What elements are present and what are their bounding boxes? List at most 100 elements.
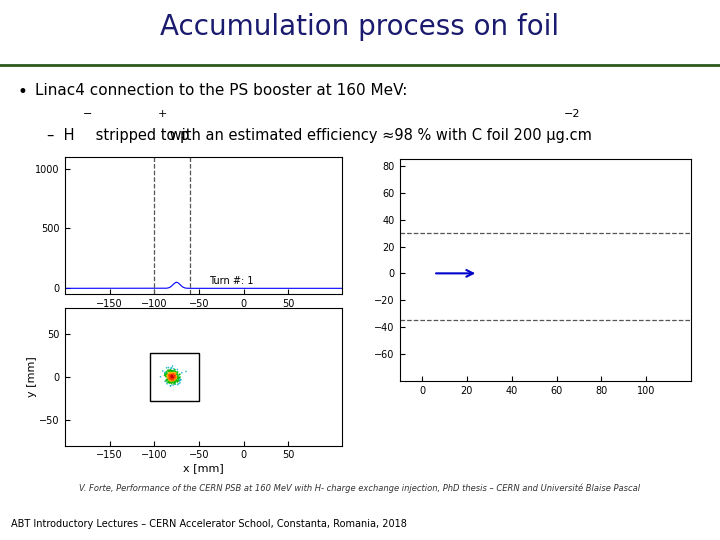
Point	[168, 375, 180, 383]
Point	[165, 371, 176, 380]
Point	[161, 375, 173, 384]
Point	[164, 375, 176, 383]
Point	[168, 375, 180, 384]
Point	[162, 376, 174, 384]
Text: V. Forte, Performance of the CERN PSB at 160 MeV with H- charge exchange injecti: V. Forte, Performance of the CERN PSB at…	[79, 484, 641, 494]
Point	[163, 374, 174, 383]
Point	[164, 369, 176, 377]
Point	[164, 376, 176, 384]
Point	[162, 366, 174, 375]
Point	[165, 368, 176, 376]
Point	[167, 369, 179, 378]
Point	[168, 371, 180, 380]
Point	[167, 373, 179, 382]
Point	[171, 370, 183, 379]
Point	[169, 367, 181, 376]
Point	[163, 372, 175, 381]
Point	[163, 370, 175, 379]
Point	[168, 367, 179, 375]
Point	[163, 372, 175, 381]
Point	[168, 371, 180, 380]
X-axis label: x [mm]: x [mm]	[183, 463, 224, 473]
Point	[168, 375, 179, 384]
Point	[171, 372, 182, 381]
Point	[166, 379, 177, 387]
Point	[168, 373, 180, 382]
Point	[168, 378, 180, 387]
Point	[168, 374, 180, 382]
Point	[164, 377, 176, 386]
Point	[168, 374, 179, 382]
Point	[168, 370, 180, 379]
Point	[168, 370, 179, 379]
Point	[168, 372, 180, 381]
Point	[165, 377, 176, 386]
Point	[165, 372, 176, 381]
Point	[175, 375, 186, 384]
Point	[167, 370, 179, 379]
Point	[167, 369, 179, 377]
Point	[174, 373, 186, 382]
Point	[168, 374, 180, 383]
Point	[167, 376, 179, 384]
Point	[166, 376, 178, 384]
Point	[166, 373, 178, 382]
Point	[164, 374, 176, 382]
Point	[167, 377, 179, 386]
Point	[163, 373, 175, 381]
Point	[174, 376, 186, 384]
Point	[158, 371, 170, 380]
Point	[171, 368, 183, 377]
Point	[170, 372, 181, 380]
Point	[162, 371, 174, 380]
Point	[168, 376, 179, 384]
Point	[162, 371, 174, 380]
Point	[161, 373, 172, 381]
Point	[160, 371, 171, 380]
Point	[163, 370, 174, 379]
Point	[170, 368, 181, 376]
Point	[164, 369, 176, 377]
Point	[171, 374, 182, 382]
Point	[163, 366, 174, 375]
Text: Accumulation process on foil: Accumulation process on foil	[161, 13, 559, 41]
Point	[170, 374, 181, 383]
Point	[166, 373, 177, 381]
Point	[166, 366, 178, 375]
Point	[171, 378, 183, 387]
Point	[165, 372, 176, 381]
Point	[161, 377, 173, 386]
Point	[169, 375, 181, 383]
Point	[163, 370, 175, 379]
Point	[166, 371, 178, 380]
Point	[163, 374, 175, 382]
Point	[173, 380, 184, 388]
Point	[165, 377, 176, 386]
Point	[161, 371, 173, 380]
Point	[167, 374, 179, 383]
Point	[166, 374, 178, 383]
Bar	[150, 353, 199, 401]
Point	[171, 372, 182, 381]
Point	[170, 368, 181, 377]
Point	[161, 369, 173, 377]
Point	[168, 373, 179, 381]
Point	[167, 368, 179, 376]
Point	[165, 369, 176, 377]
Point	[168, 374, 180, 382]
Point	[168, 378, 179, 387]
Point	[170, 368, 181, 377]
Point	[163, 374, 175, 382]
Point	[166, 369, 178, 378]
Point	[162, 370, 174, 379]
Point	[167, 373, 179, 382]
Point	[168, 376, 179, 385]
Point	[171, 372, 182, 381]
Point	[169, 379, 181, 388]
Point	[161, 372, 173, 381]
Point	[168, 378, 180, 387]
Point	[165, 375, 176, 384]
Point	[163, 372, 175, 380]
Point	[166, 373, 178, 382]
Point	[157, 367, 168, 375]
